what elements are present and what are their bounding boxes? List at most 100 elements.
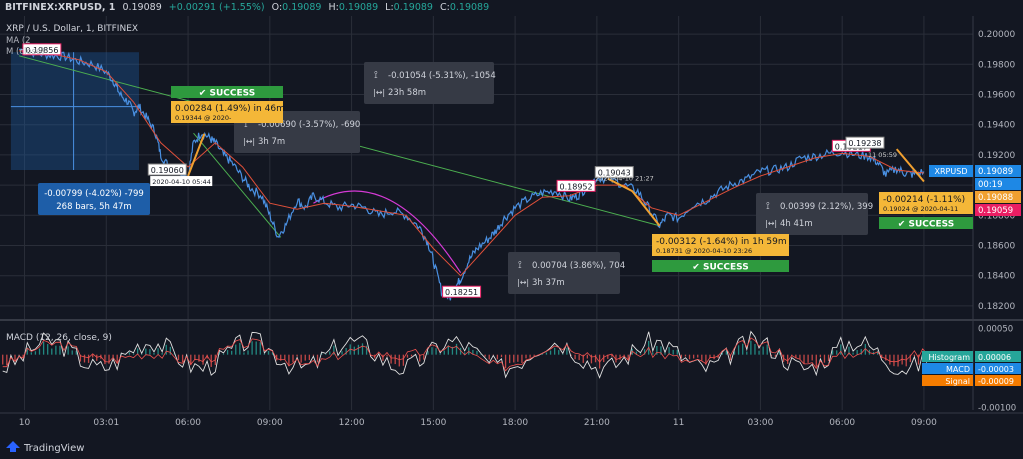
macd-legend-label: Signal: [945, 377, 970, 386]
success-badge: [652, 260, 789, 272]
macd-line: [2, 330, 928, 379]
measure-info-box: [508, 252, 620, 294]
measure-info-box: [756, 193, 868, 235]
open-label: O:: [271, 2, 283, 13]
price-tick-label: 0.18200: [978, 302, 1015, 312]
note-date: 2020-04-10 05:44: [152, 178, 211, 186]
macd-legend-box: [922, 375, 973, 386]
price-label-box: [556, 179, 596, 192]
macd-tick-label: -0.00100: [978, 403, 1016, 413]
price-tag-box: [975, 165, 1021, 177]
price-change: +0.00291 (+1.55%): [168, 2, 265, 13]
price-tick-label: 0.19200: [978, 151, 1015, 161]
success-badge-label: ✔ SUCCESS: [199, 89, 255, 99]
trend-line: [193, 132, 282, 238]
grid-layer: 0.20000 0.19800 0.19600 0.19400 0.19200 0.190…: [0, 16, 1015, 428]
price-tick-label: 0.18600: [978, 242, 1015, 252]
signal-line: [2, 337, 928, 372]
success-badge-label: ✔ SUCCESS: [898, 220, 954, 230]
price-label-box: [845, 136, 885, 149]
price-tag-value: 0.19059: [978, 206, 1013, 216]
measure-info-box: [38, 183, 150, 215]
price-label: 0.19060: [151, 166, 184, 175]
trade-sub: 0.18731 @ 2020-04-10 23:26: [656, 247, 752, 255]
symbol-name[interactable]: BITFINEX:XRPUSD, 1: [5, 2, 116, 13]
price-label: 0.19043: [598, 169, 631, 178]
measure-box: [10, 52, 139, 170]
measure-span-icon: |↔|: [765, 219, 777, 228]
macd-legend-label: MACD: [946, 365, 970, 374]
time-tick-label: 09:00: [911, 418, 937, 428]
open-value: 0.19089: [282, 2, 322, 13]
price-tick-label: 0.19600: [978, 90, 1015, 100]
ma-series-line: [19, 50, 924, 277]
close-value: 0.19089: [449, 2, 490, 13]
time-tick-label: 10: [19, 418, 31, 428]
trade-value: 0.00284 (1.49%) in 46m: [175, 104, 285, 114]
low-value: 0.19089: [393, 2, 433, 13]
price-label: 0.19856: [25, 46, 58, 55]
macd-value-box: [975, 375, 1021, 386]
low-label: L:: [385, 2, 394, 13]
trade-value: -0.00214 (-1.11%): [883, 195, 965, 205]
measure-span: 3h 37m: [532, 278, 565, 288]
measure-info-box: [364, 62, 494, 104]
chart-title: XRP / U.S. Dollar, 1, BITFINEX: [6, 24, 138, 34]
high-value: 0.19089: [338, 2, 379, 13]
swing-line: [187, 133, 206, 177]
macd-legend-label: Histogram: [929, 353, 971, 362]
measure-arrow-icon: ⟟: [766, 201, 770, 212]
macd-legend-box: [922, 351, 973, 362]
measure-span: 3h 7m: [258, 137, 285, 147]
price-series-line: [19, 48, 925, 301]
success-badge-label: ✔ SUCCESS: [692, 263, 748, 273]
price-label-box: [594, 166, 634, 179]
price-tag-symbol-box: [929, 165, 973, 177]
trade-box: [171, 101, 283, 123]
price-label: 0.19238: [848, 139, 881, 148]
symbol-header: BITFINEX:XRPUSD, 1 0.19089 +0.00291 (+1.…: [0, 0, 1023, 16]
price-tick-label: 0.19400: [978, 121, 1015, 131]
price-tag-value: 00:19: [978, 180, 1003, 190]
price-tag-symbol: XRPUSD: [935, 167, 968, 176]
trade-box: [879, 192, 973, 214]
time-tick-label: 11: [673, 418, 684, 428]
measure-change: 0.00399 (2.12%), 399: [780, 202, 873, 212]
measure-span: 4h 41m: [780, 219, 813, 229]
measure-change: -0.00799 (-4.02%) -799: [44, 189, 144, 199]
macd-value: 0.00006: [978, 353, 1011, 362]
measure-arrow-icon: ⟟: [374, 70, 378, 81]
price-label-box: [442, 285, 482, 298]
high-label: H:: [328, 2, 339, 13]
ma-legend: MA (2: [6, 36, 31, 46]
measure-span-icon: |↔|: [243, 137, 255, 146]
price-tag-box: [975, 204, 1021, 216]
time-tick-label: 03:01: [93, 418, 119, 428]
success-badge: [171, 86, 283, 98]
macd-value: -0.00003: [978, 365, 1014, 374]
price-tag-box: [975, 191, 1021, 203]
measure-change: 0.00704 (3.86%), 704: [532, 261, 625, 271]
measure-span: 268 bars, 5h 47m: [56, 202, 131, 212]
price-label: 0.18952: [560, 182, 593, 191]
price-tag-box: [975, 178, 1021, 190]
ma-legend-2: M (close): [6, 47, 45, 57]
close-label: C:: [440, 2, 450, 13]
swing-line: [607, 177, 661, 227]
macd-value-box: [975, 351, 1021, 362]
success-badge: [879, 217, 973, 229]
time-tick-label: 12:00: [339, 418, 365, 428]
note-date: 2020-04-10 21:27: [595, 175, 654, 183]
price-tag-value: 0.19089: [978, 167, 1013, 177]
swing-line: [895, 148, 925, 183]
price-label: 0.18251: [445, 288, 478, 297]
last-price: 0.19089: [122, 2, 162, 13]
price-label-box: [22, 43, 62, 56]
note-date: 11 05:59: [868, 151, 897, 159]
trade-value: -0.00312 (-1.64%) in 1h 59m: [656, 237, 787, 247]
measure-change: -0.01054 (-5.31%), -1054: [388, 71, 496, 81]
time-tick-label: 15:00: [420, 418, 446, 428]
price-tick-label: 0.18400: [978, 272, 1015, 282]
trade-box: [652, 234, 789, 256]
